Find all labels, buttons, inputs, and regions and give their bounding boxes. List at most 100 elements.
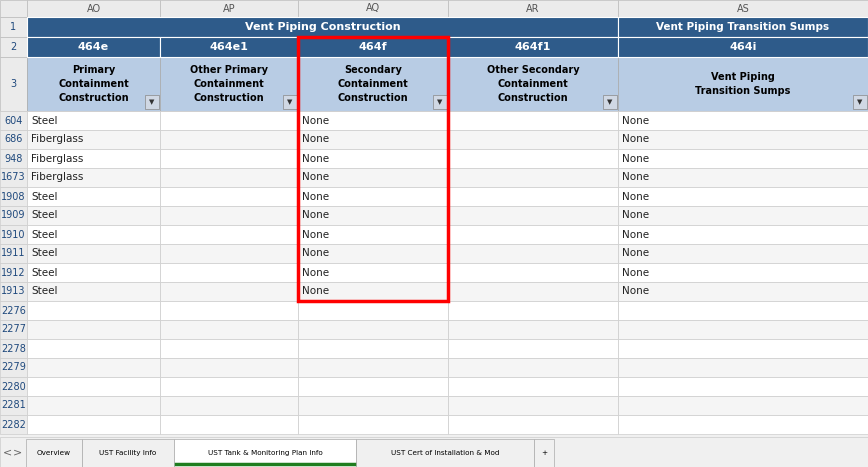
Bar: [0, 358, 27, 377]
Bar: [160, 130, 298, 149]
Text: Construction: Construction: [58, 93, 128, 103]
Text: AP: AP: [223, 3, 235, 14]
Text: Steel: Steel: [31, 229, 57, 240]
Bar: [448, 396, 618, 415]
Text: 464f1: 464f1: [515, 42, 551, 52]
Bar: [27, 263, 160, 282]
Bar: [618, 168, 868, 187]
Bar: [618, 111, 868, 130]
Bar: [298, 244, 448, 263]
Text: 2: 2: [10, 42, 16, 52]
Text: 2279: 2279: [1, 362, 26, 373]
Bar: [160, 358, 298, 377]
Text: Overview: Overview: [37, 450, 71, 456]
Bar: [0, 320, 27, 339]
Text: 1909: 1909: [1, 211, 26, 220]
Text: None: None: [302, 172, 329, 183]
Bar: [448, 187, 618, 206]
Bar: [298, 187, 448, 206]
Bar: [298, 37, 448, 301]
Text: 464f: 464f: [358, 42, 387, 52]
Text: 1908: 1908: [1, 191, 26, 201]
Bar: [0, 57, 27, 111]
Bar: [0, 437, 868, 467]
Text: 2278: 2278: [1, 344, 26, 354]
Bar: [27, 111, 160, 130]
Bar: [298, 225, 448, 244]
Bar: [618, 225, 868, 244]
Bar: [618, 57, 868, 111]
Text: 464e1: 464e1: [209, 42, 248, 52]
Bar: [160, 57, 298, 111]
Bar: [160, 282, 298, 301]
Bar: [160, 320, 298, 339]
Text: 604: 604: [4, 115, 23, 126]
Bar: [298, 111, 448, 130]
Bar: [853, 95, 867, 109]
Text: ▼: ▼: [608, 99, 613, 105]
Bar: [160, 37, 298, 57]
Bar: [298, 358, 448, 377]
Text: Construction: Construction: [194, 93, 265, 103]
Bar: [298, 37, 448, 57]
Bar: [433, 95, 447, 109]
Bar: [618, 187, 868, 206]
Text: 464i: 464i: [729, 42, 757, 52]
Bar: [448, 57, 618, 111]
Bar: [618, 149, 868, 168]
Text: Steel: Steel: [31, 115, 57, 126]
Text: Steel: Steel: [31, 211, 57, 220]
Bar: [448, 358, 618, 377]
Bar: [618, 37, 868, 57]
Bar: [0, 301, 27, 320]
Text: Fiberglass: Fiberglass: [31, 154, 83, 163]
Bar: [27, 377, 160, 396]
Text: 1910: 1910: [1, 229, 26, 240]
Bar: [448, 320, 618, 339]
Text: Steel: Steel: [31, 268, 57, 277]
Bar: [0, 396, 27, 415]
Text: None: None: [622, 172, 649, 183]
Bar: [160, 396, 298, 415]
Bar: [27, 57, 160, 111]
Bar: [0, 415, 27, 434]
Text: Other Primary: Other Primary: [190, 65, 268, 75]
Bar: [448, 168, 618, 187]
Bar: [618, 17, 868, 37]
Bar: [298, 263, 448, 282]
Bar: [160, 301, 298, 320]
Text: None: None: [622, 154, 649, 163]
Text: Containment: Containment: [58, 79, 128, 89]
Bar: [0, 263, 27, 282]
Text: UST Tank & Monitoring Plan Info: UST Tank & Monitoring Plan Info: [207, 450, 322, 456]
Bar: [448, 225, 618, 244]
Bar: [0, 168, 27, 187]
Bar: [0, 206, 27, 225]
Text: +: +: [541, 450, 547, 456]
Bar: [298, 149, 448, 168]
Bar: [298, 168, 448, 187]
Text: 2280: 2280: [1, 382, 26, 391]
Bar: [448, 37, 618, 57]
Text: None: None: [622, 248, 649, 259]
Bar: [0, 282, 27, 301]
Text: Construction: Construction: [338, 93, 408, 103]
Text: None: None: [622, 134, 649, 144]
Bar: [27, 225, 160, 244]
Bar: [448, 282, 618, 301]
Bar: [174, 439, 356, 467]
Text: 1673: 1673: [1, 172, 26, 183]
Text: Vent Piping Transition Sumps: Vent Piping Transition Sumps: [656, 22, 830, 32]
Text: Fiberglass: Fiberglass: [31, 172, 83, 183]
Text: None: None: [302, 248, 329, 259]
Bar: [160, 339, 298, 358]
Text: None: None: [622, 191, 649, 201]
Bar: [0, 37, 27, 57]
Text: Steel: Steel: [31, 191, 57, 201]
Bar: [160, 415, 298, 434]
Text: None: None: [302, 134, 329, 144]
Bar: [618, 320, 868, 339]
Bar: [298, 206, 448, 225]
Bar: [618, 396, 868, 415]
Bar: [160, 111, 298, 130]
